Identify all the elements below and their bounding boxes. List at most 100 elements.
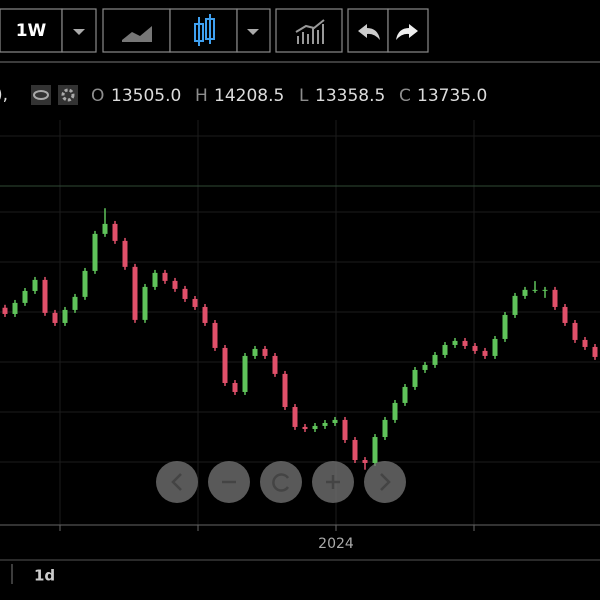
- candle-body: [162, 272, 168, 281]
- indicators-button[interactable]: [275, 8, 343, 53]
- close-value: 13735.0: [417, 86, 487, 106]
- candle-body: [192, 298, 198, 307]
- grid: [0, 120, 600, 525]
- candle-body: [412, 369, 418, 387]
- interval[interactable]: 1W: [16, 21, 47, 41]
- candle-body: [402, 386, 408, 403]
- candle-body: [312, 425, 318, 430]
- candle-body: [112, 223, 118, 241]
- left-icon: [171, 473, 182, 491]
- candle-body: [152, 272, 158, 287]
- candle-body: [502, 314, 508, 339]
- candle-body: [352, 439, 358, 461]
- low-label: L: [299, 86, 309, 106]
- candle-body: [592, 346, 598, 357]
- candle-body: [372, 437, 378, 463]
- right-icon: [380, 473, 391, 491]
- candle-body: [492, 338, 498, 356]
- candle-body: [32, 279, 38, 291]
- candle-body: [532, 289, 538, 291]
- candle-body: [242, 355, 248, 392]
- candle-body: [522, 289, 528, 296]
- candle-body: [322, 422, 328, 426]
- candle-body: [292, 406, 298, 427]
- candle-body: [422, 364, 428, 370]
- candle-body: [72, 296, 78, 310]
- candle-body: [302, 426, 308, 430]
- undo-icon: [358, 24, 380, 40]
- candle-body: [172, 280, 178, 289]
- candle-body: [52, 312, 58, 323]
- candle-body: [282, 373, 288, 407]
- time-label: 2024: [318, 536, 354, 552]
- candle-body: [572, 322, 578, 340]
- range-button[interactable]: 1d: [34, 567, 55, 585]
- settings-icon[interactable]: [58, 85, 78, 105]
- candle-body: [442, 344, 448, 355]
- candle-body: [452, 340, 458, 345]
- candle-body: [472, 345, 478, 351]
- candle-body: [342, 419, 348, 440]
- candle-body: [462, 340, 468, 346]
- open-label: O: [91, 86, 104, 106]
- gear: [61, 88, 75, 102]
- time-ticks: [59, 525, 475, 531]
- plus-icon: [326, 475, 340, 489]
- candle-body: [482, 350, 488, 356]
- candle-body: [22, 290, 28, 303]
- candle-body: [512, 295, 518, 315]
- candle-body: [2, 307, 8, 314]
- candle-body: [432, 354, 438, 365]
- line-chart-button[interactable]: [102, 8, 171, 53]
- candle-body: [562, 306, 568, 323]
- candle-body: [382, 419, 388, 438]
- open-value: 13505.0: [111, 86, 181, 106]
- redo-icon: [396, 24, 418, 40]
- toolbar: 1W: [0, 8, 429, 53]
- dropdown-icon: [73, 29, 85, 35]
- candle-body: [332, 419, 338, 423]
- candle-body: [62, 309, 68, 323]
- navigation: [156, 461, 406, 503]
- low-value: 13358.5: [315, 86, 385, 106]
- scroll-left-button[interactable]: [156, 461, 198, 503]
- dropdown-icon: [247, 29, 259, 35]
- reset-icon: [272, 473, 290, 492]
- candle-body: [552, 289, 558, 307]
- candle-body: [362, 460, 368, 463]
- candle-body: [42, 279, 48, 313]
- reset-button[interactable]: [260, 461, 302, 503]
- candle-body: [212, 322, 218, 348]
- visibility-icon[interactable]: [31, 85, 51, 105]
- indicators-icon: [295, 19, 325, 44]
- ohlc-legend: ), O 13505.0 H 14208.5 L 13358.5 C 13735…: [0, 85, 487, 106]
- high-value: 14208.5: [214, 86, 284, 106]
- candle-body: [202, 306, 208, 323]
- candle-body: [582, 339, 588, 347]
- candle-body: [142, 286, 148, 320]
- candle-body: [102, 223, 108, 234]
- high-label: H: [195, 86, 208, 106]
- candle-body: [232, 382, 238, 392]
- candle-body: [272, 355, 278, 374]
- close-label: C: [399, 86, 411, 106]
- candle-body: [262, 348, 268, 356]
- candles: [2, 208, 598, 470]
- candle-body: [182, 288, 188, 299]
- symbol-suffix: ),: [0, 85, 8, 105]
- candle-body: [12, 302, 18, 314]
- candle-body: [542, 289, 548, 291]
- scroll-right-button[interactable]: [364, 461, 406, 503]
- candle-body: [82, 270, 88, 297]
- candle-body: [392, 402, 398, 420]
- candle-icon: [194, 14, 215, 46]
- candle-body: [132, 266, 138, 320]
- candle-body: [222, 347, 228, 383]
- line-icon: [122, 26, 152, 42]
- eye: [33, 90, 49, 100]
- candle-body: [92, 233, 98, 271]
- candle-body: [122, 240, 128, 267]
- candle-body: [252, 348, 258, 356]
